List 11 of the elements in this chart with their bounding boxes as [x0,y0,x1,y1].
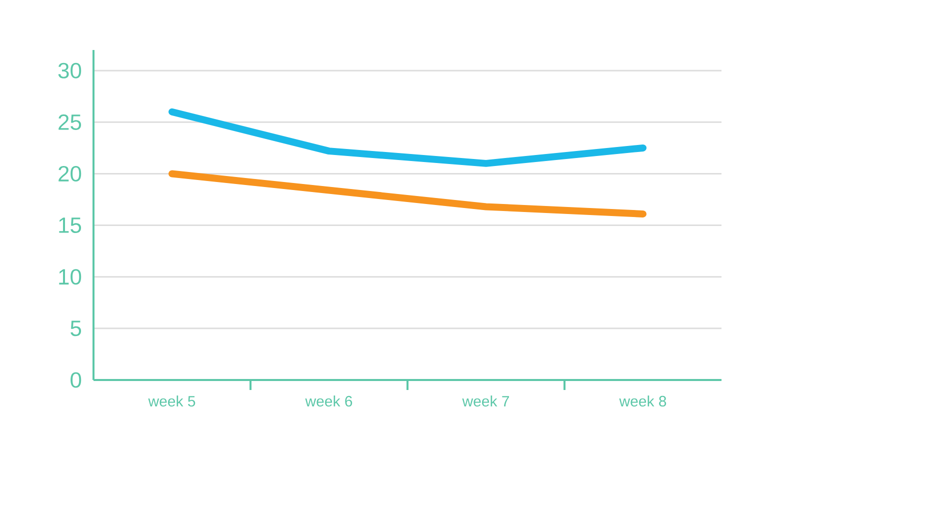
y-tick-label: 10 [59,269,82,285]
x-tick-label: week 7 [462,396,509,407]
x-tick-label: week 5 [148,396,196,407]
y-tick-label: 0 [70,372,82,388]
y-tick-label: 5 [70,320,82,336]
x-tick-label: week 6 [305,396,352,407]
y-tick-label: 25 [58,114,82,130]
x-tick-label: week 8 [619,396,666,407]
y-tick-label: 15 [59,218,82,233]
y-tick-label: 30 [58,62,82,78]
y-tick-label: 20 [58,166,82,182]
